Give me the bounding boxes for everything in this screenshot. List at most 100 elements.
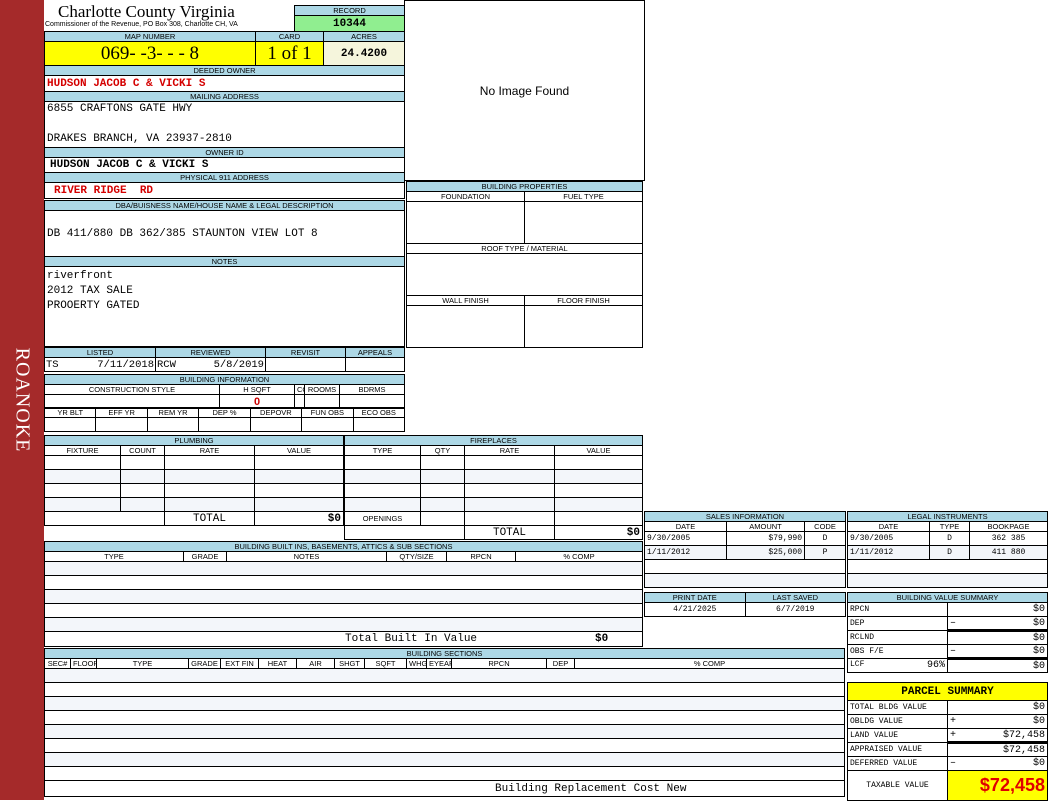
col-header: FIXTURE xyxy=(44,445,121,456)
bvs-percent: 96% xyxy=(926,660,945,671)
district-label: ROANOKE xyxy=(11,347,34,453)
plumbing-total: $0 xyxy=(254,511,344,526)
no-image-text: No Image Found xyxy=(479,83,570,98)
plumbing-table: PLUMBING FIXTURE COUNT RATE VALUE TOTAL $0 xyxy=(44,435,344,526)
review-table: LISTED REVIEWED REVISIT APPEALS TS 7/11/2018… xyxy=(44,347,405,372)
plumbing-label: PLUMBING xyxy=(44,435,344,446)
foundation-label: FOUNDATION xyxy=(406,191,525,202)
print-date: 4/21/2025 xyxy=(644,602,746,617)
building-value-summary: BUILDING VALUE SUMMARY RPCN $0 DEP – $0 RCLND… xyxy=(847,592,1048,673)
instrument-bookpage: 362 385 xyxy=(969,531,1048,546)
col-header: VALUE xyxy=(254,445,344,456)
sale-date: 1/11/2012 xyxy=(644,545,727,560)
parcel-summary: PARCEL SUMMARY TOTAL BLDG VALUE $0 OBLDG V… xyxy=(847,682,1048,801)
col-header: EXT FIN xyxy=(220,658,259,669)
col-header: CODE xyxy=(804,521,846,532)
summary-label-cell: DEFERRED VALUE xyxy=(847,756,948,771)
physical-address: RIVER RIDGE RD xyxy=(44,182,405,199)
reviewed-label: REVIEWED xyxy=(155,347,266,358)
building-depreciation: YR BLT EFF YR REM YR DEP % DEPOVR FUN OBS ECO … xyxy=(43,407,406,432)
bvs-operator: – xyxy=(950,645,957,657)
bvs-label-cell: OBS F/E xyxy=(850,647,884,656)
dba-label: DBA/BUISNESS NAME/HOUSE NAME & LEGAL DES… xyxy=(44,200,405,211)
bvs-label-cell: LCF xyxy=(850,660,865,669)
sections-label: BUILDING SECTIONS xyxy=(44,648,845,659)
reviewed-by: RCW xyxy=(157,358,176,371)
building-sections-table: BUILDING SECTIONS SEC# FLOOR TYPE GRADE EXT … xyxy=(44,648,845,797)
col-header: QTY xyxy=(420,445,465,456)
built-in-total-row: Total Built In Value $0 xyxy=(45,632,642,646)
physical-address-label: PHYSICAL 911 ADDRESS xyxy=(44,172,405,183)
appeals-value xyxy=(345,357,405,372)
instrument-date: 1/11/2012 xyxy=(847,545,930,560)
fireplaces-total: $0 xyxy=(554,525,643,540)
building-props-label: BUILDING PROPERTIES xyxy=(406,181,643,192)
built-in-total-label: Total Built In Value xyxy=(345,632,478,645)
legal-label: LEGAL INSTRUMENTS xyxy=(847,511,1048,522)
summary-value: $72,458 xyxy=(1002,729,1045,741)
section-row xyxy=(44,724,845,739)
fireplaces-label: FIREPLACES xyxy=(344,435,643,446)
col-header: VALUE xyxy=(554,445,643,456)
parcel-image-placeholder: No Image Found xyxy=(404,0,645,181)
summary-operator: + xyxy=(950,729,957,741)
sale-code: P xyxy=(804,545,846,560)
instrument-type: D xyxy=(929,545,970,560)
revisit-label: REVISIT xyxy=(265,347,346,358)
section-row xyxy=(44,696,845,711)
summary-value: $0 xyxy=(1032,758,1045,769)
last-saved-label: LAST SAVED xyxy=(744,592,846,603)
sale-amount: $25,000 xyxy=(726,545,805,560)
col-header: GRADE xyxy=(183,551,227,562)
deeded-owner: HUDSON JACOB C & VICKI S xyxy=(44,75,405,92)
col-header: RATE xyxy=(464,445,555,456)
summary-operator: + xyxy=(950,716,957,727)
fireplaces-total-label: TOTAL xyxy=(464,525,555,540)
summary-label-cell: LAND VALUE xyxy=(847,728,948,743)
card-number: 1 of 1 xyxy=(255,41,324,66)
wall-label: WALL FINISH xyxy=(406,295,525,306)
section-row xyxy=(44,752,845,767)
owner-id: HUDSON JACOB C & VICKI S xyxy=(44,157,405,173)
note-line: PROOERTY GATED xyxy=(47,300,140,312)
mailing-line-2: DRAKES BRANCH, VA 23937-2810 xyxy=(47,133,232,145)
fireplaces-table: FIREPLACES TYPE QTY RATE VALUE OPENINGS TOT… xyxy=(344,435,643,540)
map-number: 069- -3- - - 8 xyxy=(44,41,256,66)
dates-table: PRINT DATE LAST SAVED 4/21/2025 6/7/2019 xyxy=(644,592,846,617)
col-header: SEC# xyxy=(44,658,71,669)
summary-label-cell: TOTAL BLDG VALUE xyxy=(847,700,948,715)
col-header: DEP % xyxy=(198,407,251,418)
taxable-value: $72,458 xyxy=(947,770,1048,801)
bvs-value: $0 xyxy=(1032,660,1045,672)
col-header: H SQFT xyxy=(219,384,295,395)
col-header: AIR xyxy=(296,658,335,669)
section-row xyxy=(44,710,845,725)
owner-id-label: OWNER ID xyxy=(44,147,405,158)
col-header: SQFT xyxy=(364,658,407,669)
col-header: RPCN xyxy=(446,551,516,562)
col-header: TYPE xyxy=(96,658,189,669)
col-header: RPCN xyxy=(451,658,547,669)
building-information: BUILDING INFORMATION CONSTRUCTION STYLE H… xyxy=(44,374,405,409)
listed-date: 7/11/2018 xyxy=(97,358,154,371)
col-header: COND xyxy=(294,384,305,395)
bvs-label-cell: RCLND xyxy=(850,633,875,642)
reviewed-date: 5/8/2019 xyxy=(213,358,264,371)
instrument-type: D xyxy=(929,531,970,546)
bvs-value: $0 xyxy=(1032,604,1045,615)
mailing-label: MAILING ADDRESS xyxy=(44,91,405,102)
summary-operator: – xyxy=(950,758,957,769)
parcel-summary-label: PARCEL SUMMARY xyxy=(847,682,1048,701)
col-header: TYPE xyxy=(929,521,970,532)
col-header: QTY/SIZE xyxy=(386,551,447,562)
sale-amount: $79,990 xyxy=(726,531,805,546)
summary-value: $0 xyxy=(1032,702,1045,713)
deeded-owner-label: DEEDED OWNER xyxy=(44,65,405,76)
col-header: DEP xyxy=(546,658,575,669)
col-header: ROOMS xyxy=(304,384,340,395)
section-row xyxy=(44,766,845,781)
summary-label-cell: APPRAISED VALUE xyxy=(847,742,948,757)
col-header: FLOOR xyxy=(70,658,97,669)
sales-label: SALES INFORMATION xyxy=(644,511,846,522)
